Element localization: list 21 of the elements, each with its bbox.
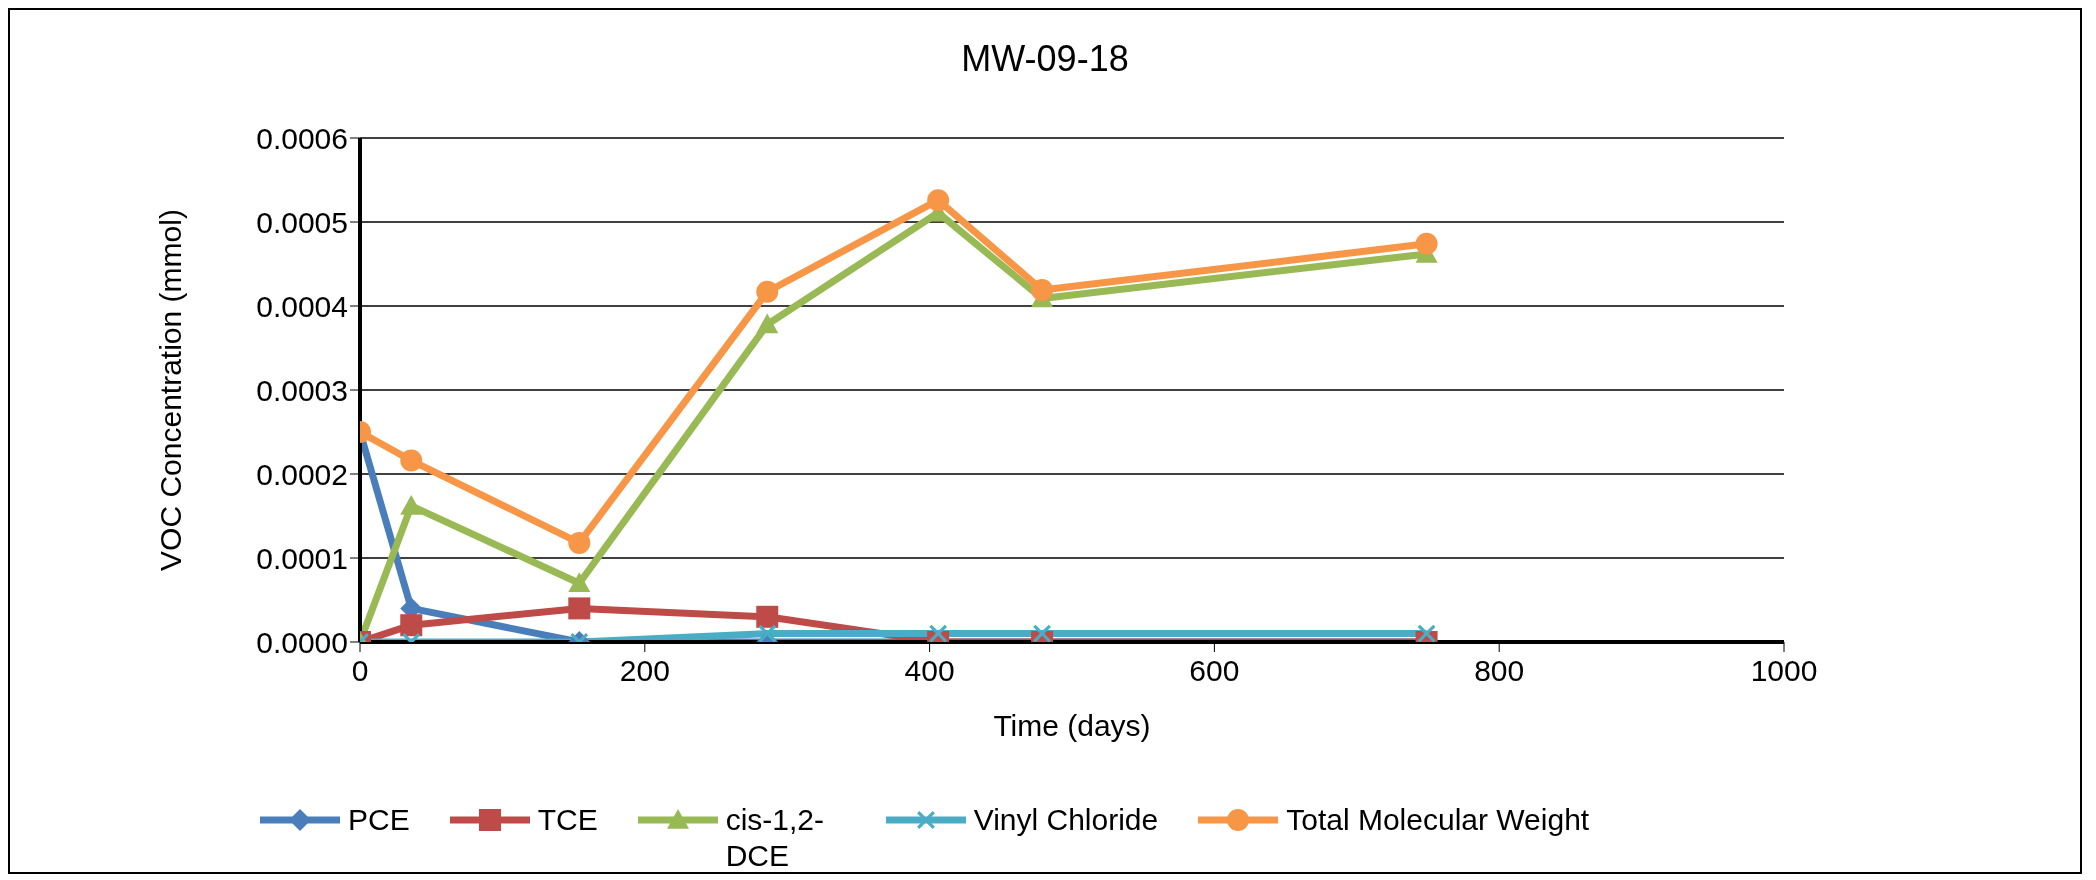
y-tick-label: 0.0005 [256, 205, 348, 239]
x-tick-label: 600 [1189, 654, 1240, 688]
legend-label: Vinyl Chloride [973, 802, 1159, 838]
y-tick-label: 0.0004 [256, 289, 348, 323]
x-tick-label: 200 [619, 654, 670, 688]
legend-label: Total Molecular Weight [1286, 802, 1590, 838]
y-tick-label: 0.0000 [256, 625, 348, 659]
x-tick-label: 800 [1474, 654, 1525, 688]
y-tick-label: 0.0001 [256, 541, 348, 575]
y-axis-title: VOC Concentration (mmol) [153, 209, 187, 571]
x-tick-label: 0 [351, 654, 369, 688]
chart-title: MW-09-18 [960, 38, 1130, 80]
y-tick-label: 0.0002 [256, 457, 348, 491]
legend-label: TCE [537, 802, 598, 838]
x-axis-title: Time (days) [993, 709, 1151, 742]
y-tick-label: 0.0003 [256, 373, 348, 407]
x-tick-label: 400 [904, 654, 955, 688]
legend-label: cis-1,2-DCE [725, 802, 826, 874]
legend-label: PCE [348, 802, 410, 838]
x-tick-label: 1000 [1750, 654, 1818, 688]
y-tick-label: 0.0006 [256, 121, 348, 155]
